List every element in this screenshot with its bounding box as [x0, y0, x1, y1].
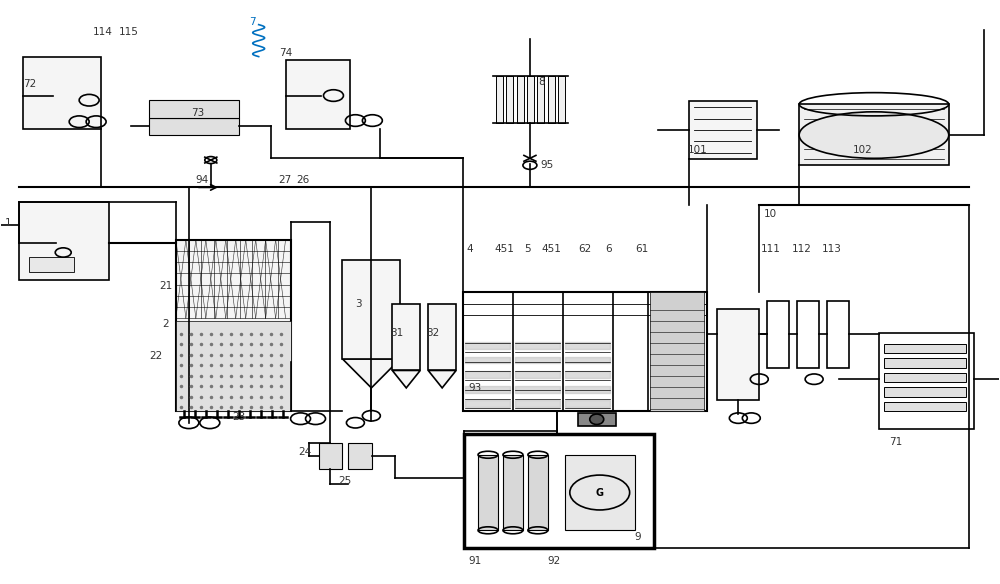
Bar [578, 413, 616, 426]
Text: 72: 72 [23, 79, 37, 89]
Bar [884, 358, 966, 367]
Text: 6: 6 [606, 244, 612, 254]
Bar [884, 344, 966, 353]
Bar [149, 117, 239, 135]
Text: 23: 23 [233, 412, 246, 422]
Text: 61: 61 [636, 244, 649, 254]
Text: 26: 26 [297, 175, 310, 185]
Text: 10: 10 [764, 208, 777, 218]
Text: 95: 95 [540, 160, 553, 171]
Bar [463, 292, 707, 411]
Bar [176, 321, 291, 411]
Text: 92: 92 [548, 555, 561, 565]
Bar [392, 304, 420, 370]
Bar [565, 455, 635, 530]
Bar [348, 443, 372, 470]
Bar [689, 102, 757, 159]
Text: 2: 2 [162, 319, 169, 329]
Bar [797, 301, 819, 367]
Bar [717, 310, 759, 399]
Bar [548, 76, 555, 123]
Bar [558, 76, 565, 123]
Bar [342, 260, 400, 359]
Text: 62: 62 [578, 244, 591, 254]
Bar [527, 76, 534, 123]
Text: 9: 9 [635, 532, 641, 543]
Text: 3: 3 [355, 298, 362, 308]
Text: 1: 1 [4, 218, 11, 228]
Ellipse shape [590, 414, 604, 425]
Text: 102: 102 [853, 145, 873, 155]
Text: 451: 451 [542, 244, 562, 254]
Bar [879, 333, 974, 429]
Bar [884, 402, 966, 411]
Text: 91: 91 [468, 555, 481, 565]
Bar [503, 455, 523, 530]
Bar [650, 292, 704, 411]
Bar [29, 257, 74, 272]
Bar [537, 76, 544, 123]
Text: 111: 111 [761, 244, 781, 254]
Bar [149, 100, 239, 117]
Text: 5: 5 [524, 244, 531, 254]
Text: 451: 451 [494, 244, 514, 254]
Bar [478, 455, 498, 530]
Text: 74: 74 [279, 47, 292, 58]
Polygon shape [342, 359, 400, 388]
Text: 8: 8 [538, 77, 545, 86]
Text: 27: 27 [279, 175, 292, 185]
Bar [428, 304, 456, 370]
Bar [319, 443, 342, 470]
Bar [827, 301, 849, 367]
Bar [464, 434, 654, 548]
Bar [506, 76, 513, 123]
Text: G: G [596, 488, 604, 498]
Bar [496, 76, 503, 123]
Bar [19, 202, 109, 280]
Text: 4: 4 [466, 244, 473, 254]
Text: 24: 24 [299, 447, 312, 457]
Bar [23, 57, 101, 129]
Text: 94: 94 [196, 175, 209, 185]
Bar [528, 455, 548, 530]
Text: 113: 113 [822, 244, 842, 254]
Bar [517, 76, 524, 123]
Bar [767, 301, 789, 367]
Bar [176, 239, 291, 411]
Text: 115: 115 [119, 27, 139, 37]
Text: 31: 31 [390, 328, 404, 338]
Polygon shape [392, 370, 420, 388]
Bar [884, 387, 966, 397]
Bar [286, 60, 350, 129]
Text: 22: 22 [149, 351, 162, 361]
Text: 21: 21 [159, 281, 172, 291]
Text: 7: 7 [249, 17, 255, 27]
Text: 101: 101 [687, 145, 707, 155]
Bar [799, 105, 949, 165]
Text: 71: 71 [889, 437, 902, 447]
Text: 25: 25 [338, 476, 352, 486]
Polygon shape [53, 89, 71, 98]
Text: 93: 93 [468, 383, 481, 393]
Text: 73: 73 [191, 108, 204, 118]
Text: 114: 114 [93, 27, 113, 37]
Ellipse shape [799, 112, 949, 158]
Bar [884, 373, 966, 382]
Text: 32: 32 [426, 328, 439, 338]
Polygon shape [428, 370, 456, 388]
Text: 112: 112 [792, 244, 812, 254]
